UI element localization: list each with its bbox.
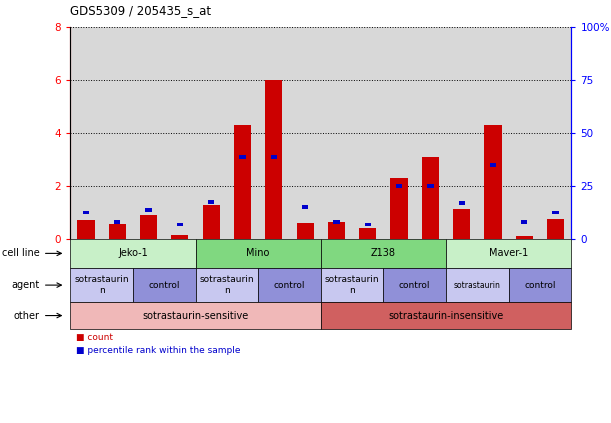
Text: ■ percentile rank within the sample: ■ percentile rank within the sample	[76, 346, 241, 355]
Bar	[365, 222, 371, 226]
Bar	[177, 222, 183, 226]
Bar	[422, 157, 439, 239]
Text: agent: agent	[12, 280, 40, 290]
Bar	[485, 125, 502, 239]
Bar	[427, 184, 434, 188]
Bar	[384, 27, 415, 239]
Bar	[359, 228, 376, 239]
Bar	[101, 27, 133, 239]
Bar	[453, 209, 470, 239]
Text: Jeko-1: Jeko-1	[118, 248, 148, 258]
Text: ■ count: ■ count	[76, 333, 114, 342]
Bar	[415, 27, 446, 239]
Text: cell line: cell line	[2, 248, 40, 258]
Bar	[227, 27, 258, 239]
Bar	[547, 219, 564, 239]
Text: Maver-1: Maver-1	[489, 248, 529, 258]
Bar	[83, 211, 89, 214]
Bar	[490, 163, 496, 167]
Text: control: control	[399, 280, 431, 290]
Text: other: other	[13, 310, 40, 321]
Bar	[302, 206, 309, 209]
Text: Z138: Z138	[371, 248, 396, 258]
Bar	[145, 208, 152, 212]
Bar	[114, 220, 120, 224]
Bar	[109, 225, 126, 239]
Bar	[334, 220, 340, 224]
Bar	[521, 220, 527, 224]
Bar	[171, 235, 188, 239]
Bar	[203, 205, 220, 239]
Text: sotrastaurin
n: sotrastaurin n	[75, 275, 129, 295]
Bar	[552, 211, 559, 214]
Bar	[164, 27, 196, 239]
Bar	[321, 27, 352, 239]
Bar	[459, 201, 465, 205]
Bar	[296, 223, 313, 239]
Text: sotrastaurin
n: sotrastaurin n	[325, 275, 379, 295]
Text: sotrastaurin-sensitive: sotrastaurin-sensitive	[142, 310, 249, 321]
Bar	[352, 27, 384, 239]
Bar	[271, 155, 277, 159]
Bar	[234, 125, 251, 239]
Bar	[509, 27, 540, 239]
Text: sotrastaurin-insensitive: sotrastaurin-insensitive	[389, 310, 503, 321]
Bar	[133, 27, 164, 239]
Text: control: control	[524, 280, 556, 290]
Bar	[328, 222, 345, 239]
Bar	[240, 155, 246, 159]
Bar	[196, 27, 227, 239]
Bar	[477, 27, 509, 239]
Bar	[140, 215, 157, 239]
Text: control: control	[148, 280, 180, 290]
Bar	[446, 27, 477, 239]
Text: control: control	[274, 280, 306, 290]
Text: sotrastaurin: sotrastaurin	[454, 280, 501, 290]
Text: GDS5309 / 205435_s_at: GDS5309 / 205435_s_at	[70, 4, 211, 17]
Bar	[78, 220, 95, 239]
Text: Mino: Mino	[246, 248, 270, 258]
Bar	[208, 200, 214, 204]
Text: sotrastaurin
n: sotrastaurin n	[200, 275, 254, 295]
Bar	[70, 27, 101, 239]
Bar	[516, 236, 533, 239]
Bar	[540, 27, 571, 239]
Bar	[390, 178, 408, 239]
Bar	[290, 27, 321, 239]
Bar	[396, 184, 402, 188]
Bar	[265, 80, 282, 239]
Bar	[258, 27, 290, 239]
